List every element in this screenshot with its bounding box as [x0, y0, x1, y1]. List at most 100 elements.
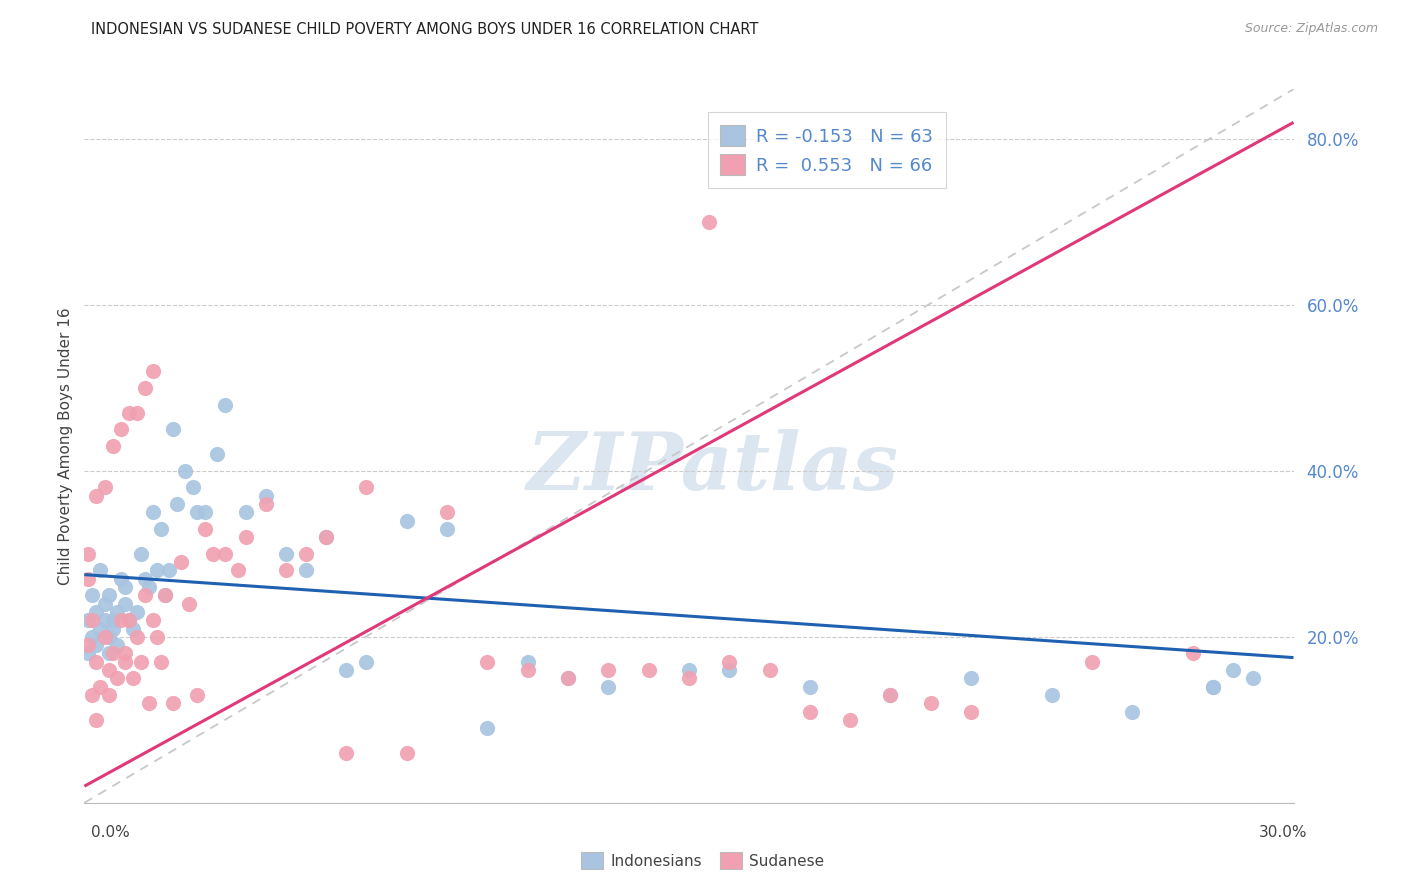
Point: [89, 680, 111, 694]
Point: [118, 613, 141, 627]
Text: ZIPatlas: ZIPatlas: [527, 429, 900, 506]
Text: 30.0%: 30.0%: [1260, 825, 1308, 840]
Point: [142, 613, 165, 627]
Point: [170, 555, 193, 569]
Point: [1181, 647, 1204, 661]
Point: [226, 564, 249, 578]
Point: [114, 597, 136, 611]
Point: [125, 406, 148, 420]
Point: [516, 663, 538, 677]
Point: [114, 580, 136, 594]
Point: [274, 564, 297, 578]
Point: [1081, 655, 1104, 669]
Point: [557, 671, 579, 685]
Point: [181, 481, 204, 495]
Point: [134, 381, 156, 395]
Point: [166, 497, 188, 511]
Point: [101, 439, 124, 453]
Point: [1121, 705, 1143, 719]
Point: [799, 705, 821, 719]
Point: [125, 605, 148, 619]
Point: [142, 364, 165, 378]
Point: [93, 613, 115, 627]
Point: [97, 688, 120, 702]
Point: [77, 647, 100, 661]
Point: [134, 588, 156, 602]
Point: [86, 655, 108, 669]
Point: [82, 588, 104, 602]
Point: [207, 447, 229, 461]
Point: [214, 547, 236, 561]
Point: [97, 663, 120, 677]
Point: [678, 671, 700, 685]
Point: [295, 547, 318, 561]
Point: [194, 522, 217, 536]
Point: [1222, 663, 1244, 677]
Point: [77, 638, 100, 652]
Point: [1202, 680, 1225, 694]
Point: [101, 647, 124, 661]
Point: [129, 547, 152, 561]
Point: [86, 489, 108, 503]
Point: [879, 688, 901, 702]
Point: [149, 655, 172, 669]
Point: [89, 564, 111, 578]
Point: [149, 522, 172, 536]
Point: [718, 655, 741, 669]
Point: [295, 564, 318, 578]
Point: [105, 638, 128, 652]
Point: [105, 671, 128, 685]
Point: [758, 663, 780, 677]
Point: [202, 547, 225, 561]
Point: [356, 655, 378, 669]
Text: INDONESIAN VS SUDANESE CHILD POVERTY AMONG BOYS UNDER 16 CORRELATION CHART: INDONESIAN VS SUDANESE CHILD POVERTY AMO…: [91, 22, 759, 37]
Point: [960, 671, 983, 685]
Point: [477, 655, 499, 669]
Point: [77, 572, 100, 586]
Point: [82, 688, 104, 702]
Point: [436, 522, 458, 536]
Point: [254, 489, 277, 503]
Point: [395, 746, 418, 760]
Point: [82, 613, 104, 627]
Point: [162, 696, 184, 710]
Point: [678, 663, 700, 677]
Point: [598, 663, 620, 677]
Point: [138, 696, 160, 710]
Point: [214, 397, 236, 411]
Point: [110, 422, 132, 436]
Point: [153, 588, 176, 602]
Point: [557, 671, 579, 685]
Point: [97, 630, 120, 644]
Point: [718, 663, 741, 677]
Point: [254, 497, 277, 511]
Point: [598, 680, 620, 694]
Point: [146, 564, 169, 578]
Point: [516, 655, 538, 669]
Point: [110, 613, 132, 627]
Point: [194, 505, 217, 519]
Point: [93, 481, 115, 495]
Legend: R = -0.153   N = 63, R =  0.553   N = 66: R = -0.153 N = 63, R = 0.553 N = 66: [707, 112, 946, 187]
Point: [77, 613, 100, 627]
Point: [315, 530, 337, 544]
Point: [146, 630, 169, 644]
Point: [839, 713, 862, 727]
Point: [125, 630, 148, 644]
Point: [879, 688, 901, 702]
Text: Source: ZipAtlas.com: Source: ZipAtlas.com: [1244, 22, 1378, 36]
Point: [274, 547, 297, 561]
Point: [162, 422, 184, 436]
Point: [129, 655, 152, 669]
Point: [186, 505, 208, 519]
Point: [110, 572, 132, 586]
Point: [920, 696, 942, 710]
Point: [179, 597, 201, 611]
Point: [1202, 680, 1225, 694]
Point: [134, 572, 156, 586]
Point: [86, 713, 108, 727]
Point: [86, 605, 108, 619]
Point: [1040, 688, 1063, 702]
Text: 0.0%: 0.0%: [91, 825, 131, 840]
Point: [395, 514, 418, 528]
